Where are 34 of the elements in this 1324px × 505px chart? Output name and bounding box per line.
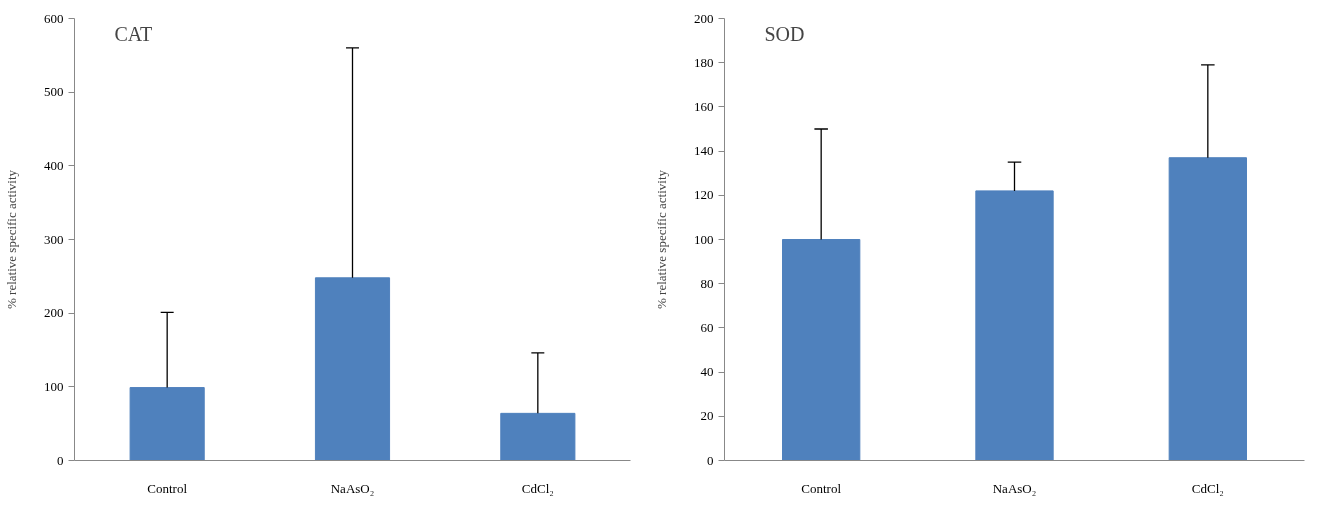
x-tick-label: Control bbox=[147, 480, 188, 496]
chart-title: SOD bbox=[764, 22, 805, 45]
y-tick-label: 0 bbox=[57, 452, 64, 468]
chart-title: CAT bbox=[114, 22, 153, 45]
y-tick-label: 100 bbox=[694, 231, 714, 247]
y-axis-title: % relative specific activity bbox=[4, 169, 19, 309]
y-tick-label: 160 bbox=[694, 98, 714, 114]
x-tick-label: Control bbox=[801, 480, 842, 496]
y-tick-label: 20 bbox=[700, 408, 714, 424]
x-tick-label: CdCl₂ bbox=[1191, 480, 1224, 496]
bar bbox=[782, 239, 861, 461]
y-tick-label: 200 bbox=[694, 10, 714, 26]
bar bbox=[500, 412, 576, 461]
y-axis-title: % relative specific activity bbox=[654, 169, 669, 309]
y-tick-label: 80 bbox=[700, 275, 714, 291]
y-tick-label: 140 bbox=[694, 143, 714, 159]
y-tick-label: 600 bbox=[44, 10, 64, 26]
y-tick-label: 0 bbox=[707, 452, 714, 468]
y-tick-label: 400 bbox=[44, 157, 64, 173]
y-tick-label: 300 bbox=[44, 231, 64, 247]
y-tick-label: 200 bbox=[44, 305, 64, 321]
bar bbox=[314, 277, 391, 461]
y-tick-label: 500 bbox=[44, 84, 64, 100]
y-tick-label: 40 bbox=[700, 364, 714, 380]
y-tick-label: 180 bbox=[694, 54, 714, 70]
y-tick-label: 100 bbox=[44, 378, 64, 394]
x-tick-label: NaAsO₂ bbox=[330, 480, 375, 496]
bar bbox=[975, 190, 1054, 461]
x-tick-label: CdCl₂ bbox=[521, 480, 554, 496]
y-tick-label: 60 bbox=[700, 319, 714, 335]
bar bbox=[129, 387, 205, 461]
y-tick-label: 120 bbox=[694, 187, 714, 203]
bar bbox=[1168, 157, 1247, 461]
x-tick-label: NaAsO₂ bbox=[992, 480, 1037, 496]
